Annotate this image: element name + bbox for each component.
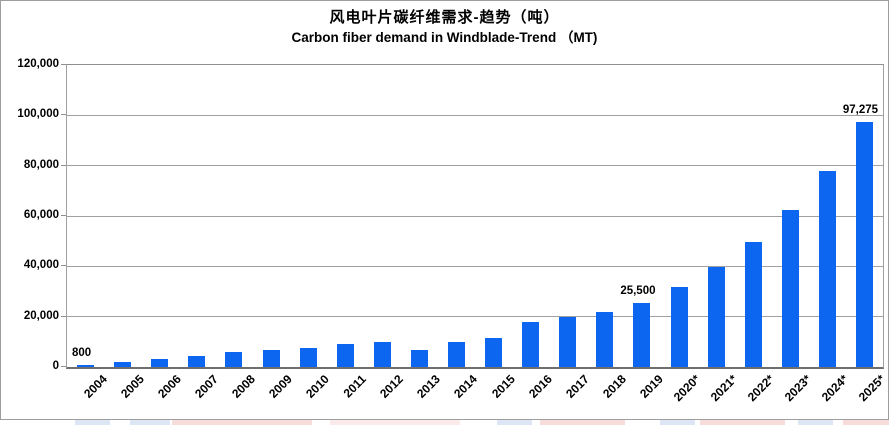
x-tick-label-2025-forecast: 2025*: [856, 372, 889, 405]
bar-2005: [114, 361, 132, 367]
peek-block-3: [330, 420, 460, 425]
peek-block-4: [497, 420, 532, 425]
y-tick-label-40000: 40,000: [23, 259, 59, 272]
bar-2008: [225, 351, 243, 367]
bar-2023-forecast: [781, 210, 799, 367]
y-tick-mark: [61, 315, 66, 317]
bar-2020-forecast: [670, 286, 688, 367]
bar-2004: [77, 365, 95, 367]
bar-2007: [188, 355, 206, 367]
peek-block-2: [172, 420, 312, 425]
bar-2011: [336, 344, 354, 367]
bar-2015: [485, 338, 503, 367]
y-tick-mark: [61, 114, 66, 116]
bar-2018: [596, 311, 614, 367]
gridline-80000: [67, 165, 883, 167]
y-tick-label-100000: 100,000: [17, 108, 59, 121]
peek-block-7: [700, 420, 785, 425]
y-tick-label-80000: 80,000: [23, 158, 59, 171]
y-tick-label-20000: 20,000: [23, 309, 59, 322]
chart-frame: 风电叶片碳纤维需求-趋势（吨） Carbon fiber demand in W…: [0, 0, 889, 420]
bar-2017: [559, 316, 577, 367]
chart-title-english: Carbon fiber demand in Windblade-Trend （…: [291, 30, 598, 45]
data-label-2019: 25,500: [620, 284, 656, 297]
gridline-100000: [67, 114, 883, 116]
peek-block-9: [843, 420, 889, 425]
bar-2022-forecast: [744, 241, 762, 367]
peek-block-6: [660, 420, 695, 425]
peek-block-1: [130, 420, 170, 425]
chart-title-block: 风电叶片碳纤维需求-趋势（吨） Carbon fiber demand in W…: [1, 8, 888, 48]
gridline-40000: [67, 265, 883, 267]
y-tick-mark: [61, 265, 66, 267]
gridline-60000: [67, 215, 883, 217]
bar-2021-forecast: [707, 266, 725, 367]
bar-2014: [447, 341, 465, 367]
bottom-peek-strip: [0, 420, 889, 425]
y-tick-label-60000: 60,000: [23, 209, 59, 221]
peek-block-5: [540, 420, 625, 425]
data-label-2025-forecast: 97,275: [842, 104, 879, 117]
chart-title-chinese: 风电叶片碳纤维需求-趋势（吨）: [329, 9, 560, 26]
y-tick-label-120000: 120,000: [17, 58, 59, 70]
y-tick-mark: [61, 164, 66, 166]
peek-block-8: [798, 420, 833, 425]
y-tick-mark: [61, 366, 66, 367]
bar-2012: [373, 341, 391, 367]
peek-block-0: [75, 420, 110, 425]
y-tick-mark: [61, 215, 66, 216]
bar-2025-forecast: [855, 122, 873, 367]
plot-area: [66, 64, 884, 369]
data-label-2004: 800: [71, 346, 92, 359]
bar-2024-forecast: [818, 171, 836, 367]
y-tick-label-0: 0: [52, 360, 59, 372]
bar-2016: [522, 321, 540, 367]
bar-2006: [151, 359, 169, 367]
bar-2013: [410, 350, 428, 367]
bar-2010: [299, 348, 317, 367]
screenshot-root: { "title_cn": "风电叶片碳纤维需求-趋势（吨）", "title_…: [0, 0, 889, 425]
bar-2009: [262, 349, 280, 367]
gridline-20000: [67, 316, 883, 318]
bar-2019: [633, 302, 651, 367]
y-tick-mark: [61, 64, 66, 65]
